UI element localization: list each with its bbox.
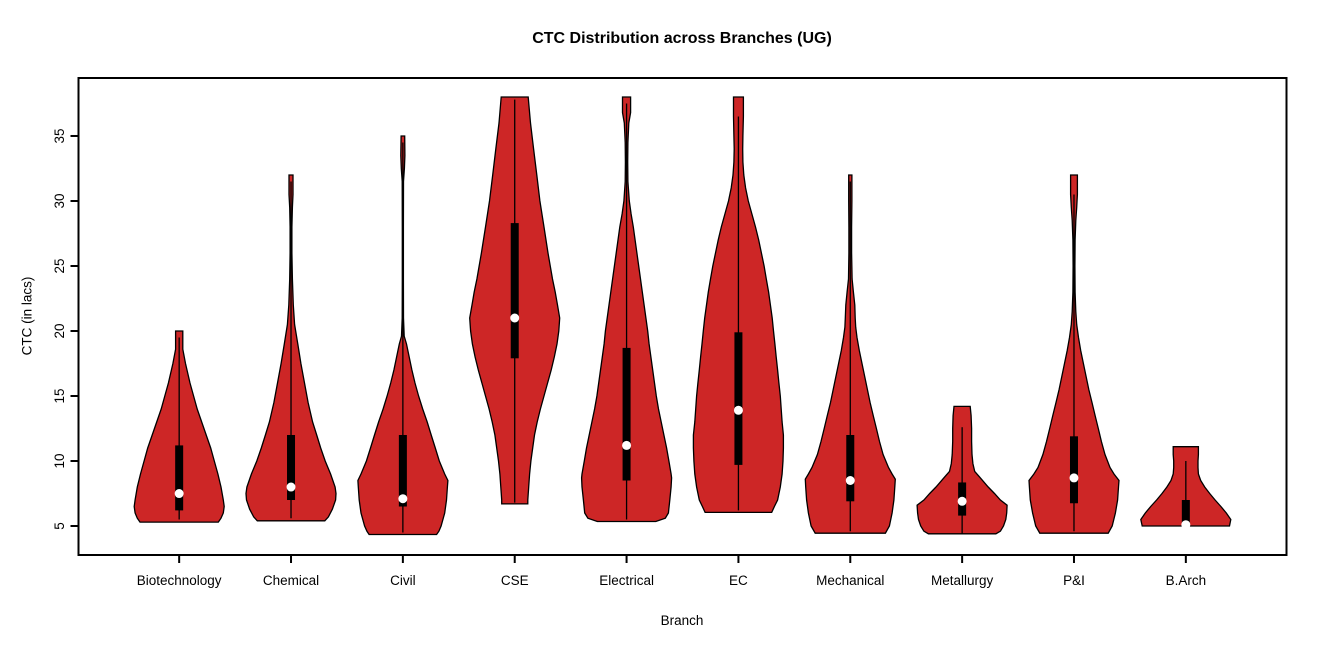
x-tick-label-biotechnology: Biotechnology — [137, 573, 222, 588]
x-axis-label: Branch — [660, 613, 704, 628]
median-dot-civil — [398, 494, 408, 504]
iqr-box-biotechnology — [175, 445, 184, 511]
x-tick-label-electrical: Electrical — [599, 573, 654, 588]
median-dot-cse — [510, 313, 520, 323]
iqr-box-cse — [510, 223, 519, 359]
iqr-box-civil — [398, 435, 407, 507]
x-tick-label-metallurgy: Metallurgy — [931, 573, 994, 588]
median-dot-biotechnology — [174, 489, 184, 499]
y-axis-label-text: CTC (in lacs) — [19, 276, 35, 356]
chart-title: CTC Distribution across Branches (UG) — [532, 30, 832, 47]
iqr-box-p-i — [1069, 436, 1078, 504]
iqr-box-chemical — [287, 435, 296, 501]
median-dot-mechanical — [845, 476, 855, 486]
x-tick-label-mechanical: Mechanical — [816, 573, 884, 588]
iqr-box-mechanical — [846, 435, 855, 502]
x-tick-label-ec: EC — [729, 573, 748, 588]
plot-box — [77, 77, 1288, 556]
x-tick-label-p-i: P&I — [1063, 573, 1085, 588]
iqr-box-b-arch — [1181, 500, 1190, 523]
x-tick-label-civil: Civil — [390, 573, 416, 588]
median-dot-metallurgy — [957, 496, 967, 506]
y-tick-label: 15 — [52, 388, 67, 403]
x-tick-label-b-arch: B.Arch — [1166, 573, 1207, 588]
x-tick-label-cse: CSE — [501, 573, 529, 588]
x-tick-label-chemical: Chemical — [263, 573, 319, 588]
median-dot-chemical — [286, 482, 296, 492]
y-tick-label: 30 — [52, 193, 67, 208]
median-dot-b-arch — [1181, 520, 1191, 530]
median-dot-p-i — [1069, 473, 1079, 483]
median-dot-ec — [733, 405, 743, 415]
iqr-box-electrical — [622, 347, 631, 481]
y-tick-label: 25 — [52, 258, 67, 273]
y-tick-label: 5 — [52, 522, 67, 530]
iqr-box-ec — [734, 332, 743, 465]
y-tick-label: 10 — [52, 453, 67, 468]
median-dot-electrical — [622, 440, 632, 450]
y-tick-label: 35 — [52, 128, 67, 143]
y-tick-label: 20 — [52, 323, 67, 338]
